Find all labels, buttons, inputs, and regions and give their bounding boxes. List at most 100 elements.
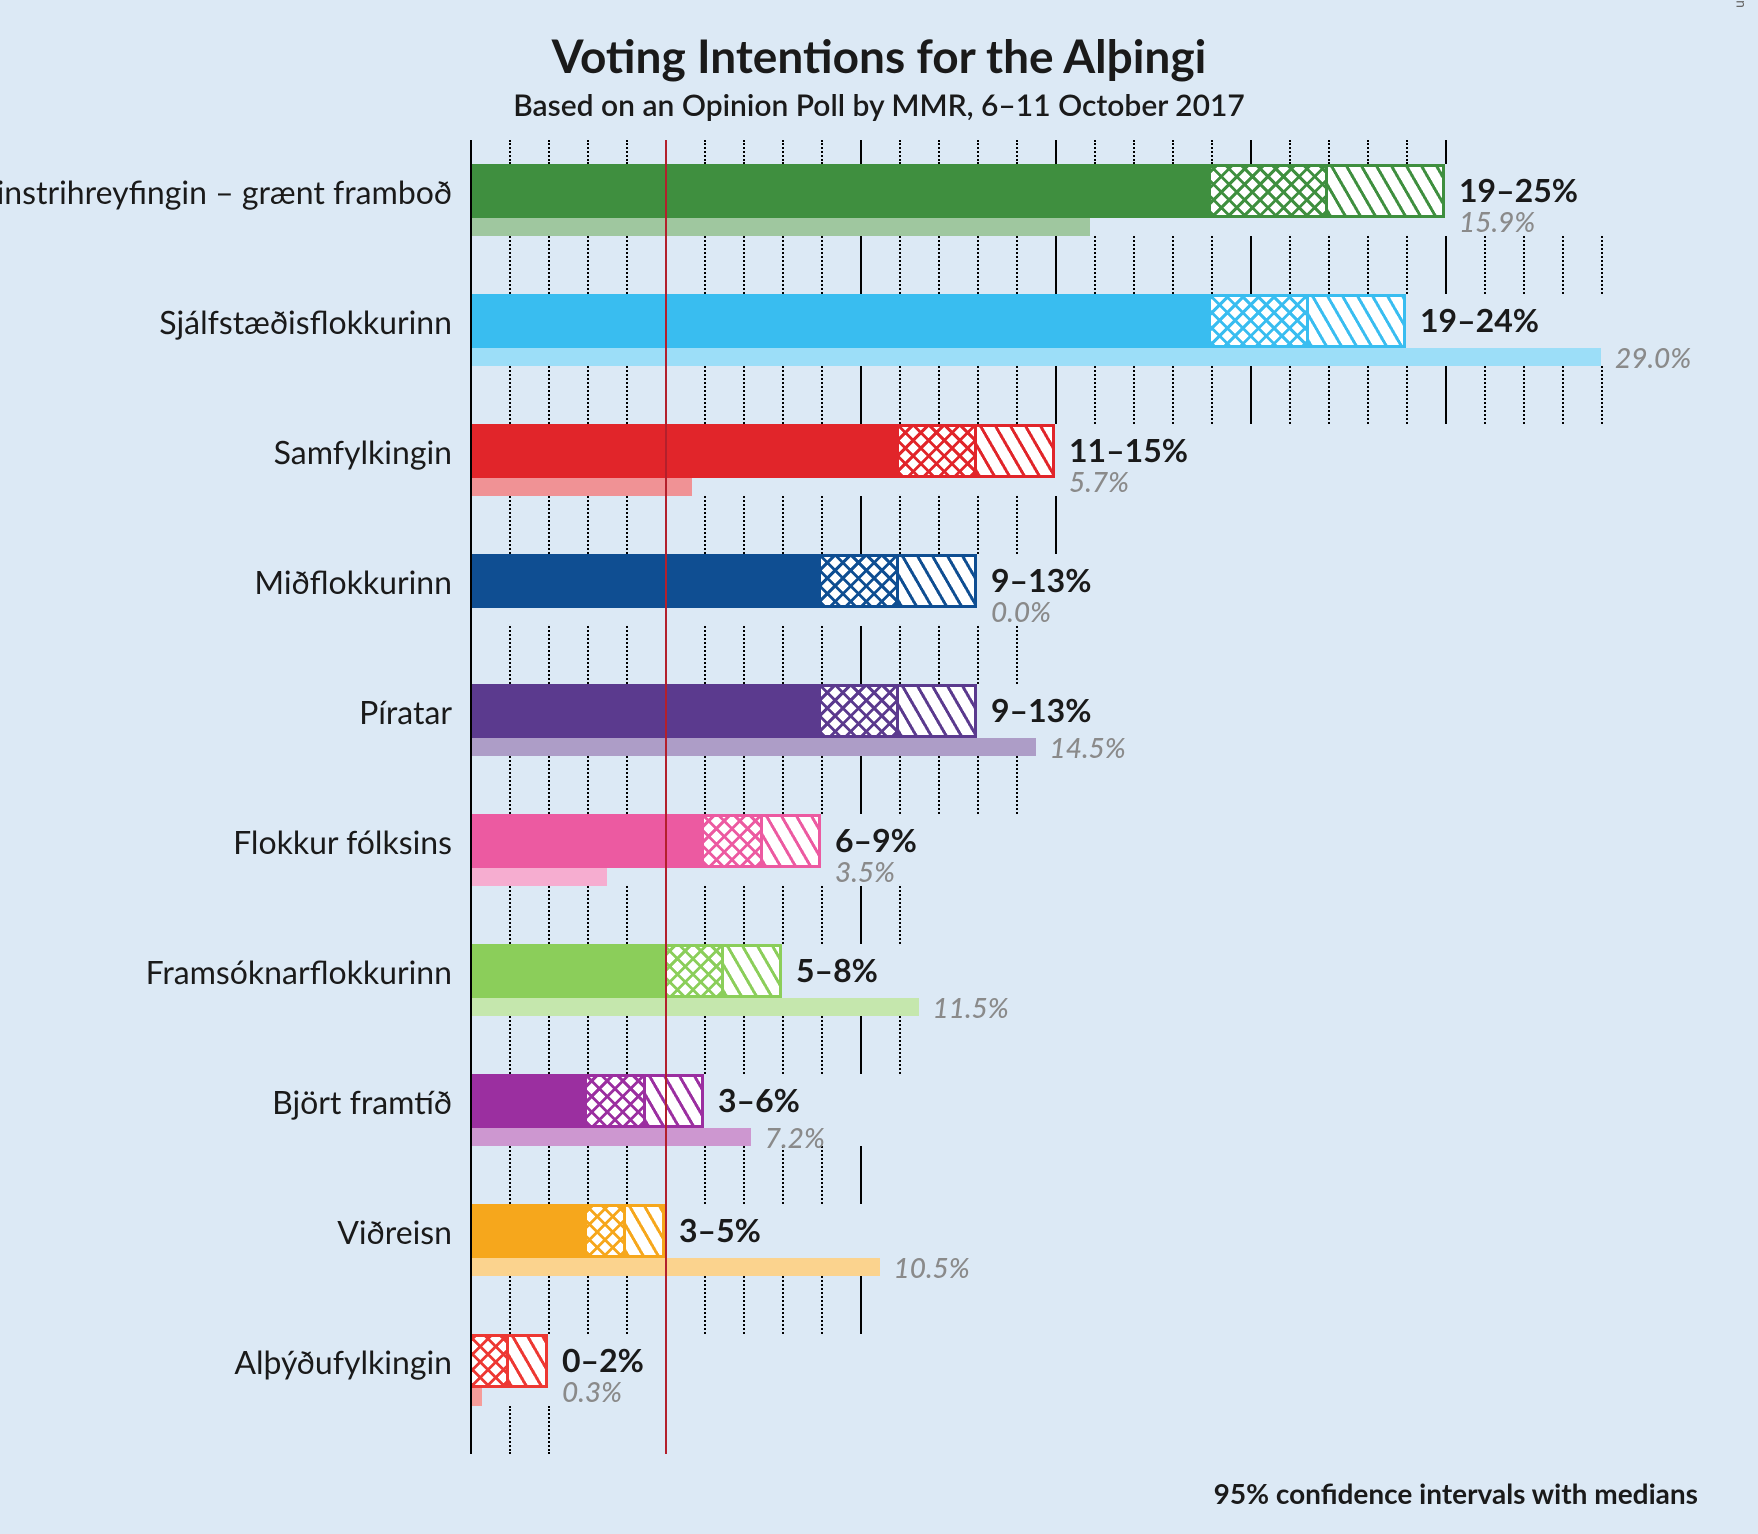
gridline-major [1055,236,1057,294]
gridline-minor [821,756,823,814]
gridline-minor [704,496,706,554]
bar-low [470,424,899,478]
range-label: 5–8% [796,950,878,989]
gridline-minor [782,626,784,684]
gridline-minor [509,626,511,684]
party-label: Framsóknarflokkurinn [146,952,452,991]
bar-median [821,554,899,608]
gridline-major [860,140,862,164]
gridline-minor [1484,236,1486,294]
gridline-minor [626,886,628,944]
gridline-minor [704,756,706,814]
gridline-minor [782,1276,784,1334]
gridline-minor [782,1146,784,1204]
gridline-major [860,886,862,944]
gridline-minor [587,1016,589,1074]
gridline-minor [587,1146,589,1204]
previous-label: 5.7% [1069,464,1129,498]
gridline-minor [938,626,940,684]
gridline-minor [1211,140,1213,164]
gridline-minor [977,366,979,424]
previous-label: 3.5% [835,854,895,888]
gridline-major [860,1276,862,1334]
gridline-minor [509,140,511,164]
gridline-minor [821,886,823,944]
chart-subtitle: Based on an Opinion Poll by MMR, 6–11 Oc… [0,87,1758,123]
gridline-minor [1016,140,1018,164]
gridline-minor [782,1016,784,1074]
gridline-minor [548,756,550,814]
bar-low [470,1204,587,1258]
gridline-minor [899,756,901,814]
gridline-minor [782,140,784,164]
gridline-minor [899,626,901,684]
gridline-minor [704,366,706,424]
gridline-major [860,1146,862,1204]
bar-median [899,424,977,478]
gridline-minor [899,1016,901,1074]
gridline-major [1055,140,1057,164]
bar-median [1211,294,1309,348]
bar-previous [470,998,919,1016]
threshold-line [665,140,667,1454]
gridline-major [860,626,862,684]
gridline-minor [938,236,940,294]
gridline-minor [1562,236,1564,294]
gridline-minor [626,1016,628,1074]
gridline-minor [1328,366,1330,424]
gridline-minor [938,366,940,424]
gridline-major [1445,366,1447,424]
bar-low [470,294,1211,348]
gridline-minor [743,236,745,294]
bar-high [1309,294,1407,348]
gridline-minor [548,366,550,424]
gridline-minor [1523,236,1525,294]
previous-label: 7.2% [765,1120,825,1154]
gridline-minor [821,236,823,294]
gridline-minor [743,886,745,944]
gridline-minor [548,1146,550,1204]
gridline-minor [977,756,979,814]
previous-label: 0.0% [991,594,1051,628]
gridline-minor [587,236,589,294]
bar-chart: Vinstrihreyfingin – grænt framboð19–25%1… [0,140,1758,1454]
gridline-minor [899,140,901,164]
gridline-minor [548,626,550,684]
gridline-minor [1523,366,1525,424]
gridline-minor [743,1016,745,1074]
gridline-minor [743,626,745,684]
bar-median [704,814,763,868]
bar-low [470,1074,587,1128]
gridline-minor [1328,140,1330,164]
gridline-major [1445,236,1447,294]
bar-high [899,554,977,608]
gridline-minor [1406,140,1408,164]
bar-median [665,944,724,998]
gridline-minor [1094,140,1096,164]
gridline-minor [1562,366,1564,424]
gridline-major [1250,140,1252,164]
gridline-minor [899,886,901,944]
bar-high [724,944,783,998]
gridline-minor [821,1146,823,1204]
gridline-minor [548,1406,550,1454]
bar-high [626,1204,665,1258]
gridline-minor [1016,496,1018,554]
bar-median [1211,164,1328,218]
gridline-minor [821,366,823,424]
range-label: 9–13% [991,690,1091,729]
gridline-minor [899,496,901,554]
chart-page: Voting Intentions for the Alþingi Based … [0,0,1758,1534]
gridline-minor [626,366,628,424]
bar-median [587,1074,646,1128]
gridline-minor [1133,366,1135,424]
gridline-minor [548,496,550,554]
gridline-minor [509,886,511,944]
gridline-minor [509,1406,511,1454]
footer-text: 95% confidence intervals with medians [1214,1476,1698,1510]
gridline-minor [821,1276,823,1334]
gridline-minor [1016,236,1018,294]
gridline-minor [743,1276,745,1334]
gridline-major [1055,496,1057,554]
gridline-minor [821,496,823,554]
